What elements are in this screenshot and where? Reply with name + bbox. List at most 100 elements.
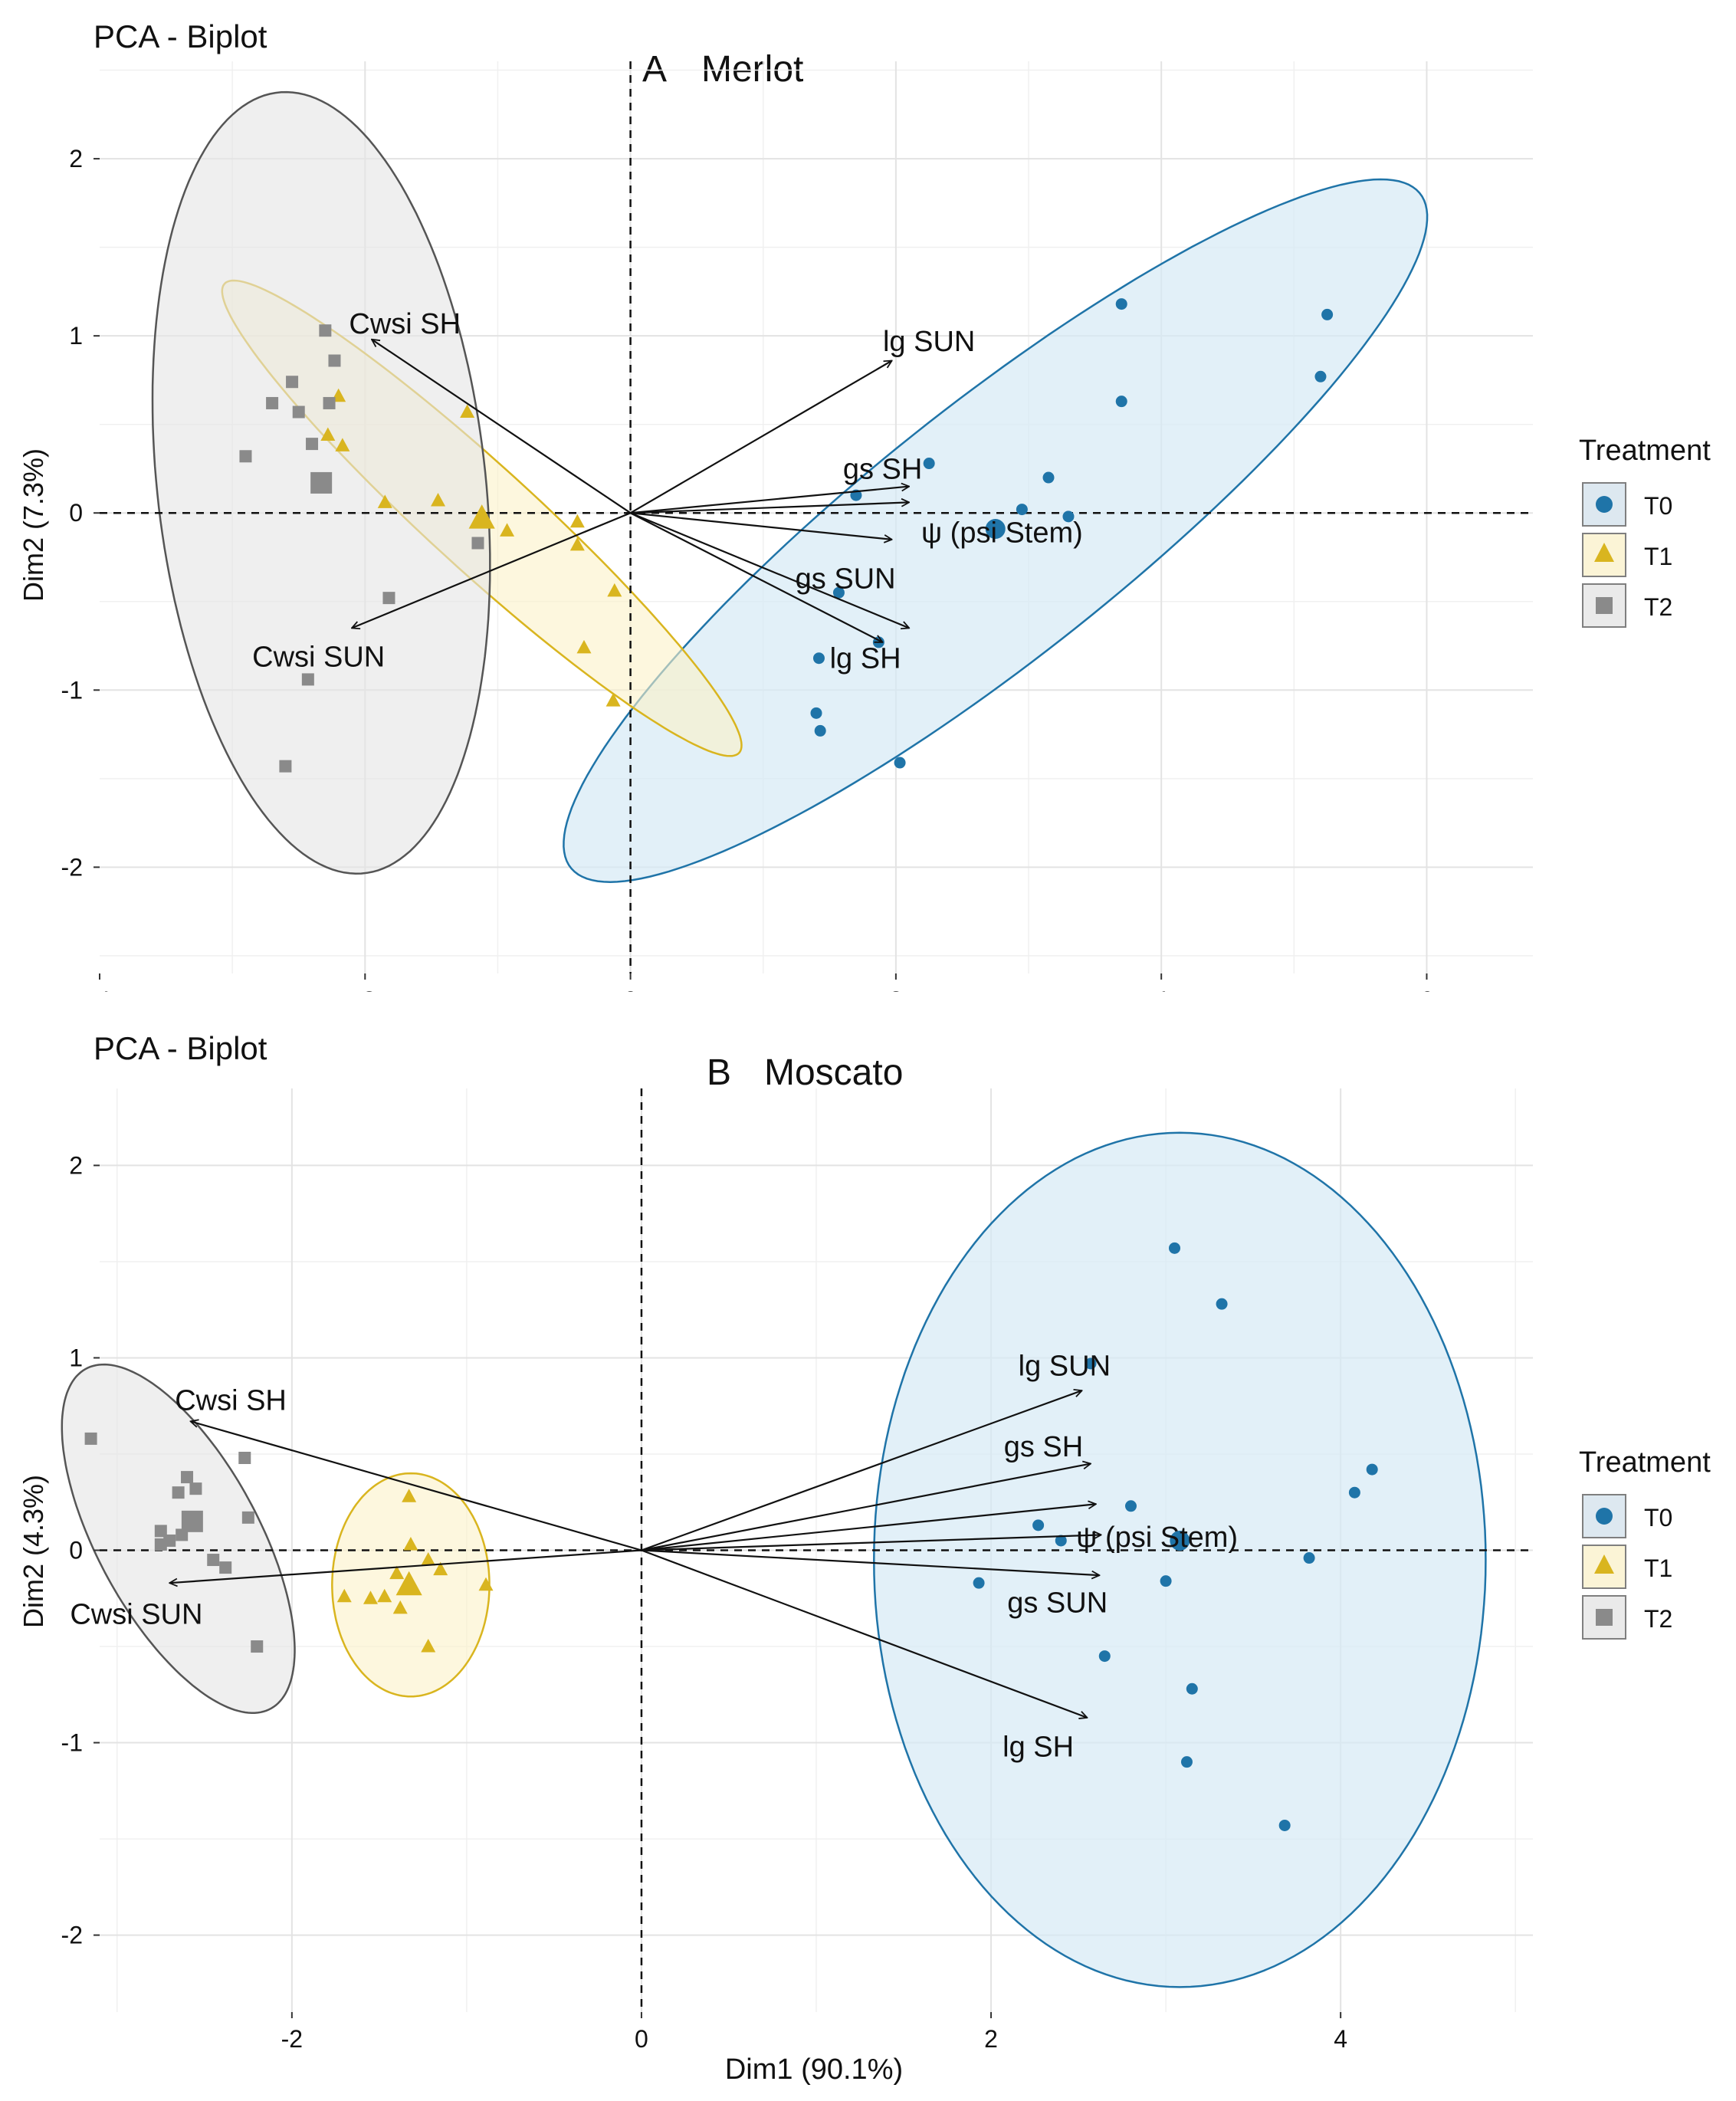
data-point-t1 — [607, 583, 622, 597]
data-point-t0 — [1098, 1650, 1111, 1663]
loading-vector-arrow — [352, 512, 632, 628]
data-point-t0 — [812, 652, 825, 665]
loading-vector-arrow — [630, 487, 910, 514]
data-point-t2 — [241, 1511, 254, 1524]
legend-label-t1: T1 — [1644, 1554, 1672, 1582]
x-tick-label: 2 — [984, 2025, 998, 2053]
data-point-t0 — [1062, 510, 1075, 523]
group-centroid-t0 — [985, 519, 1006, 540]
data-point-t2 — [207, 1554, 220, 1567]
data-point-t0 — [1169, 1242, 1180, 1254]
panel-b-legend: Treatment T0 T1 T2 — [1579, 1446, 1711, 1640]
data-point-t1 — [377, 1588, 392, 1603]
x-tick-label: 6 — [1420, 986, 1434, 1014]
group-centroid-t0 — [1170, 1530, 1190, 1551]
data-point-t1 — [377, 494, 392, 508]
data-point-t1 — [421, 1552, 436, 1566]
panel-b-legend-title: Treatment — [1579, 1446, 1711, 1479]
data-point-t1 — [569, 514, 585, 528]
data-point-t2 — [286, 376, 299, 389]
data-point-t0 — [1348, 1486, 1360, 1499]
loading-vector-label: ψ (psi Stem) — [921, 517, 1083, 550]
data-point-t2 — [382, 592, 395, 605]
loading-vector-arrow — [191, 1421, 642, 1551]
data-point-t0 — [1366, 1463, 1378, 1476]
panel-a-legend-title: Treatment — [1579, 435, 1711, 467]
loading-vector-arrow — [169, 1549, 642, 1584]
data-point-t2 — [238, 1452, 251, 1464]
loading-vector-arrow — [630, 512, 910, 628]
panel-b-y-axis-label: Dim2 (4.3%) — [18, 1475, 49, 1628]
data-point-t0 — [1115, 298, 1127, 310]
data-point-t0 — [1186, 1682, 1198, 1695]
legend-label-t1: T1 — [1644, 543, 1672, 570]
panel-a-name: Merlot — [701, 49, 803, 90]
legend-swatch-t2 — [1596, 597, 1613, 614]
y-tick-label: -2 — [61, 853, 83, 881]
legend-label-t0: T0 — [1644, 1504, 1672, 1531]
data-point-t1 — [433, 1561, 448, 1576]
data-point-t0 — [923, 458, 935, 470]
data-point-t0 — [814, 724, 826, 737]
data-point-t1 — [336, 1588, 352, 1603]
y-tick-label: -1 — [61, 1729, 83, 1757]
loading-vector-arrow — [641, 1464, 1091, 1551]
x-tick-label: 0 — [624, 986, 638, 1014]
y-tick-label: 0 — [69, 1537, 83, 1564]
data-point-t2 — [266, 396, 279, 409]
y-tick-label: -2 — [61, 1922, 83, 1949]
legend-swatch-t0 — [1596, 496, 1613, 513]
panel-a-legend: Treatment T0 T1 T2 — [1579, 435, 1711, 628]
data-point-t2 — [84, 1432, 97, 1445]
panel-b-letter: B — [707, 1052, 731, 1093]
data-point-t2 — [154, 1525, 167, 1538]
data-point-t2 — [279, 760, 292, 773]
data-point-t2 — [239, 450, 252, 463]
x-tick-label: -4 — [89, 986, 110, 1014]
data-point-t0 — [973, 1577, 985, 1589]
loading-vector-arrow — [641, 1390, 1082, 1551]
group-centroid-t2 — [181, 1510, 203, 1532]
loading-vector-arrow — [630, 361, 892, 514]
x-tick-label: -2 — [281, 2025, 303, 2053]
loading-vector-arrow — [630, 512, 883, 643]
y-tick-label: 0 — [69, 499, 83, 527]
data-point-t1 — [478, 1577, 494, 1591]
group-centroid-t1 — [395, 1571, 422, 1596]
data-point-t1 — [320, 427, 336, 442]
panel-merlot: PCA - Biplot A Merlot Dim2 (7.3%) Cwsi S… — [18, 18, 1711, 1014]
loading-vector-label: gs SUN — [796, 563, 896, 596]
data-point-t2 — [251, 1640, 264, 1653]
y-tick-label: 1 — [69, 322, 83, 350]
legend-key-t1 — [1582, 533, 1626, 577]
data-point-t1 — [605, 693, 621, 707]
data-point-t0 — [1124, 1500, 1137, 1512]
data-point-t2 — [181, 1471, 194, 1484]
legend-swatch-t1 — [1594, 1554, 1614, 1574]
loading-vector-label: lg SH — [830, 643, 901, 675]
y-tick-label: 1 — [69, 1344, 83, 1371]
data-point-t1 — [431, 493, 446, 507]
loading-vector-arrow — [630, 512, 892, 540]
legend-swatch-t2 — [1596, 1609, 1613, 1626]
group-centroid-t2 — [310, 471, 333, 494]
panel-a-title: PCA - Biplot — [94, 18, 267, 54]
loading-vector-arrow — [630, 502, 910, 514]
loading-vector-label: gs SH — [1004, 1431, 1083, 1463]
loading-vector-arrow — [641, 1535, 1101, 1551]
data-point-t0 — [1042, 471, 1055, 484]
data-point-t0 — [810, 707, 822, 719]
panel-moscato: PCA - Biplot B Moscato Dim2 (4.3%) Dim1 … — [18, 1030, 1711, 2086]
loading-vector-label: Cwsi SUN — [252, 641, 385, 673]
data-point-t1 — [363, 1591, 378, 1604]
data-point-t2 — [328, 354, 341, 367]
legend-label-t2: T2 — [1644, 1605, 1672, 1633]
data-point-t1 — [500, 523, 515, 537]
data-point-t1 — [569, 537, 585, 551]
data-point-t1 — [402, 1489, 417, 1502]
legend-label-t0: T0 — [1644, 492, 1672, 520]
group-centroid-t1 — [468, 504, 495, 529]
plot-area: Cwsi SH Cwsi SUN lg SUN gs SH ψ (psi Stem) gs… — [61, 1088, 1533, 2053]
data-point-t0 — [1314, 370, 1327, 382]
data-point-t1 — [576, 639, 592, 654]
